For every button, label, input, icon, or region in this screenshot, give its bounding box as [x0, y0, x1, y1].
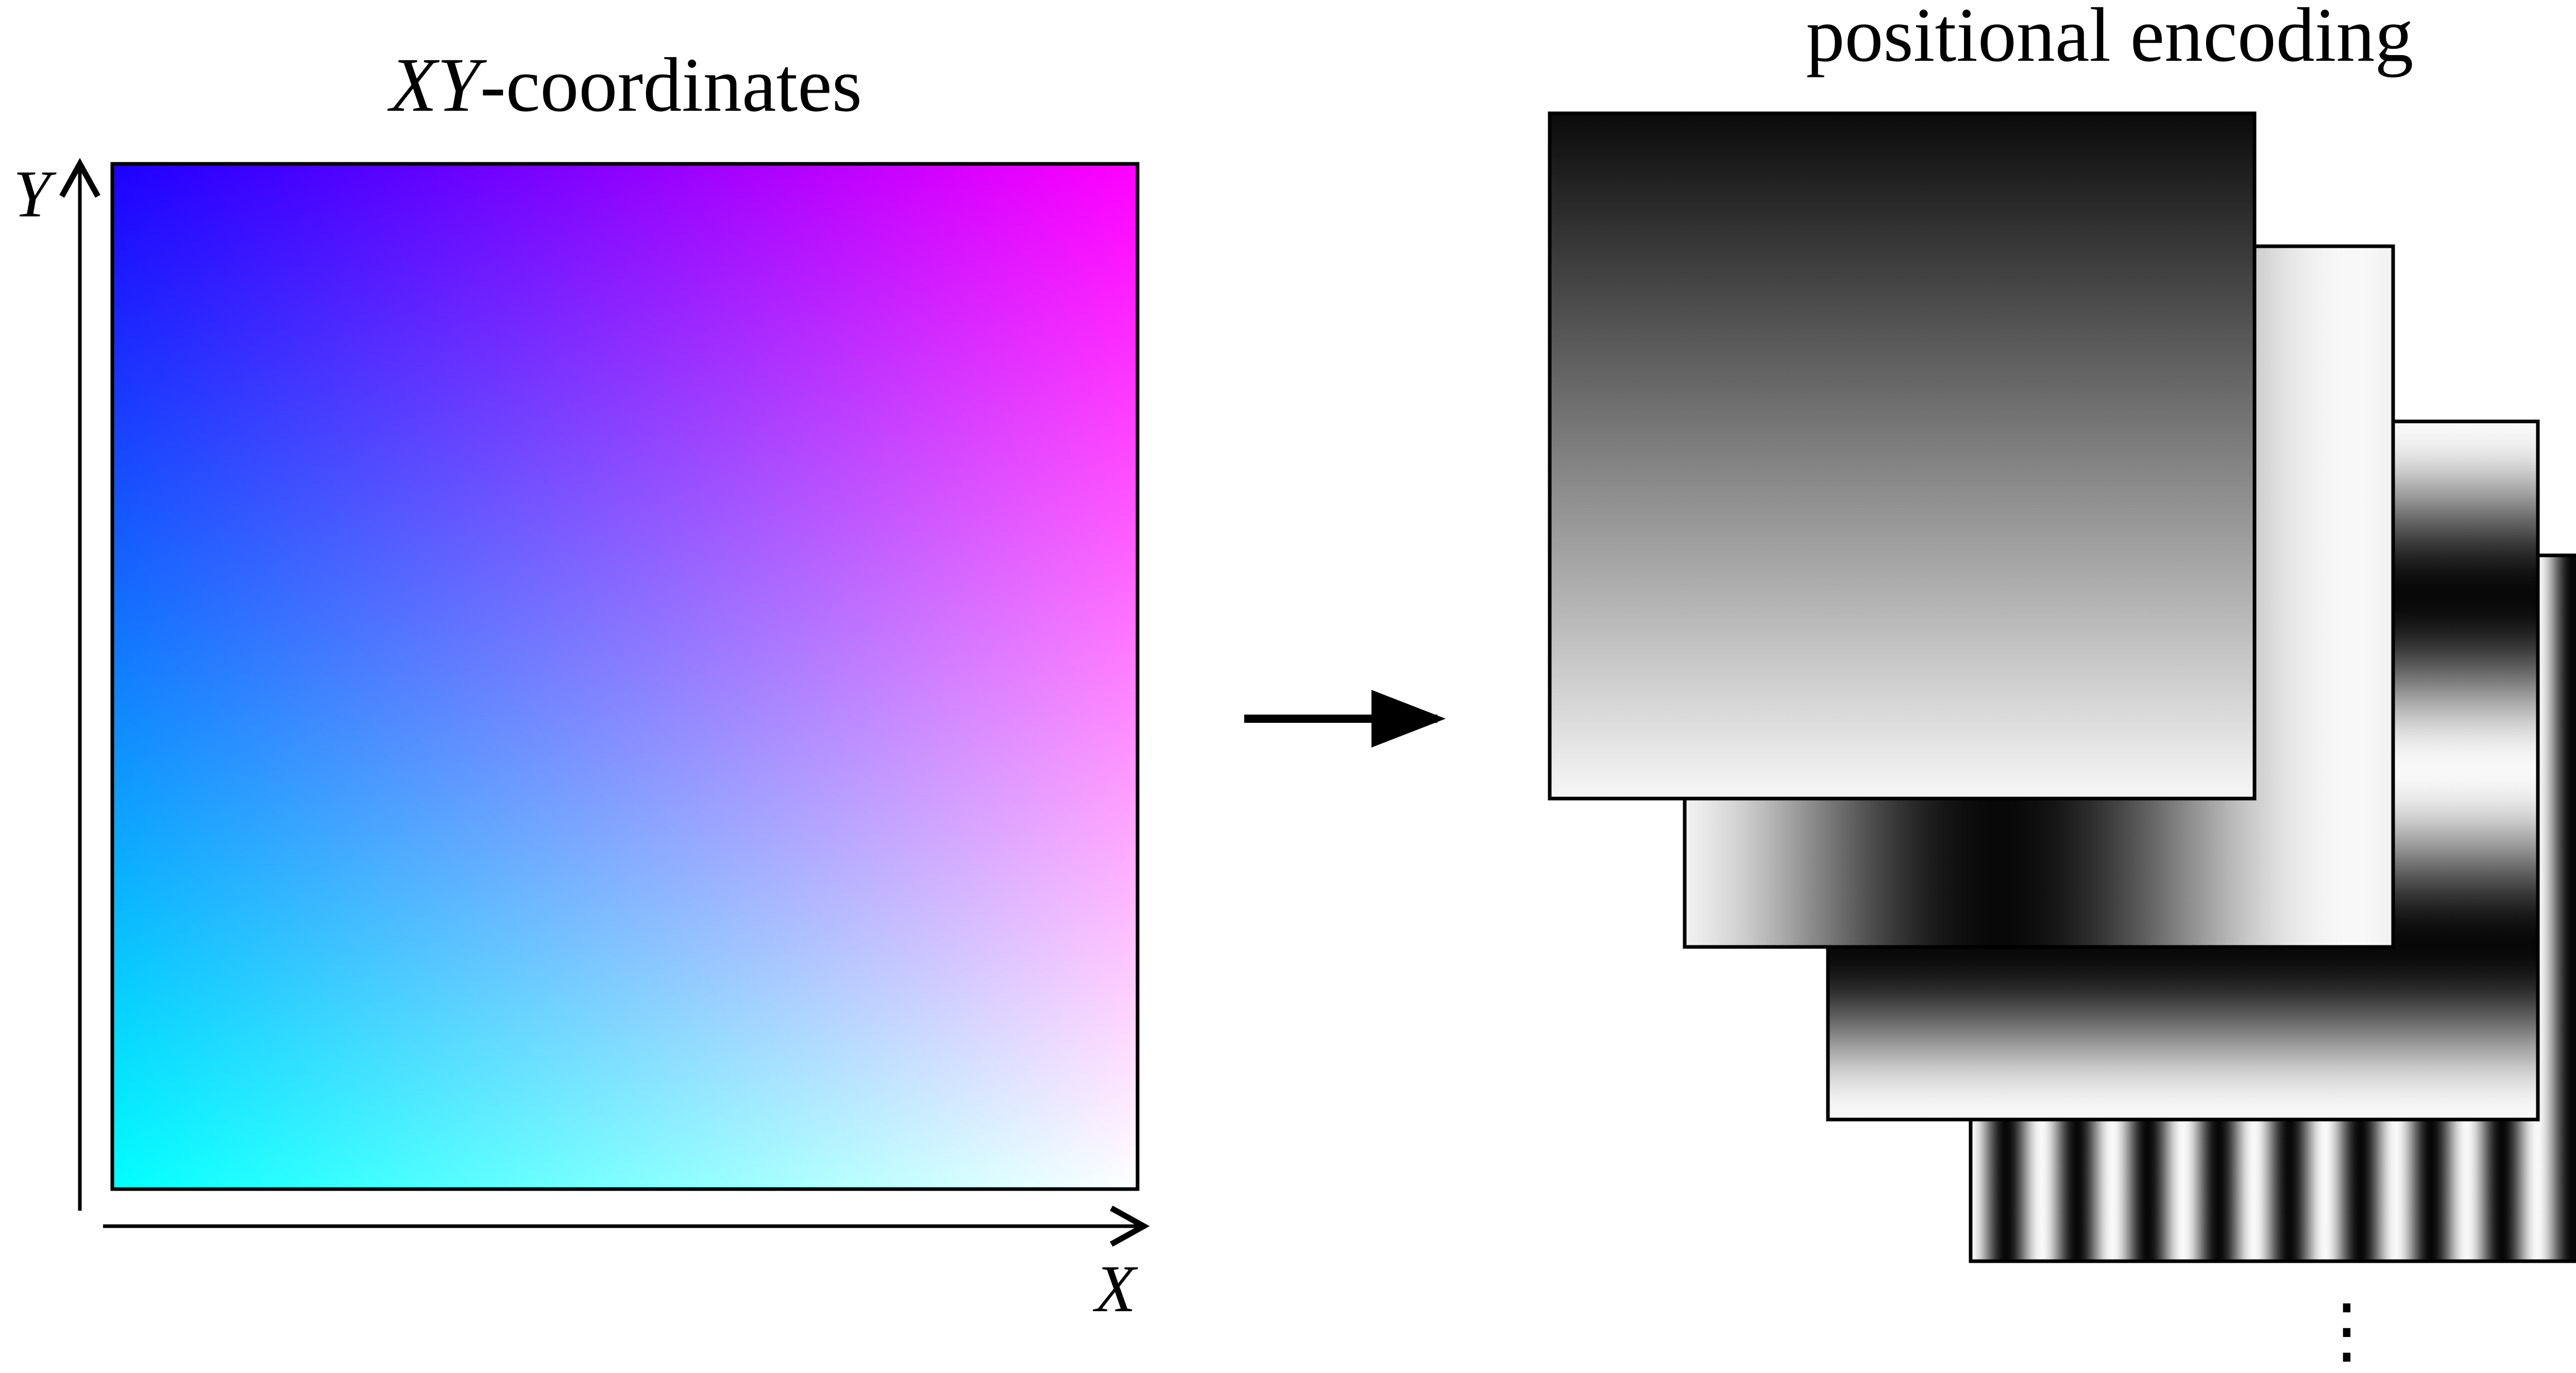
xy-coordinates-panel: XY-coordinates Y X — [13, 42, 1150, 1326]
pe-title: positional encoding — [1806, 0, 2414, 78]
xy-title: XY-coordinates — [387, 42, 862, 128]
xy-title-suffix: -coordinates — [480, 42, 862, 128]
xy-field-bottom-gradient — [112, 164, 1138, 1189]
pe-continuation-dots: ⋮ — [2311, 1291, 2383, 1371]
pe-layer-vertical-ramp — [1548, 111, 2257, 801]
positional-encoding-panel: positional encoding ⋮ — [1548, 0, 2576, 1371]
xy-color-field — [110, 162, 1140, 1191]
xy-field-frame — [110, 162, 1140, 1191]
x-axis-label: X — [1092, 1252, 1138, 1326]
y-axis-label: Y — [13, 157, 57, 231]
pe-layer-1-frame — [1548, 111, 2257, 801]
xy-title-var: XY — [387, 42, 487, 128]
pe-layer-1-fill — [1550, 113, 2255, 799]
